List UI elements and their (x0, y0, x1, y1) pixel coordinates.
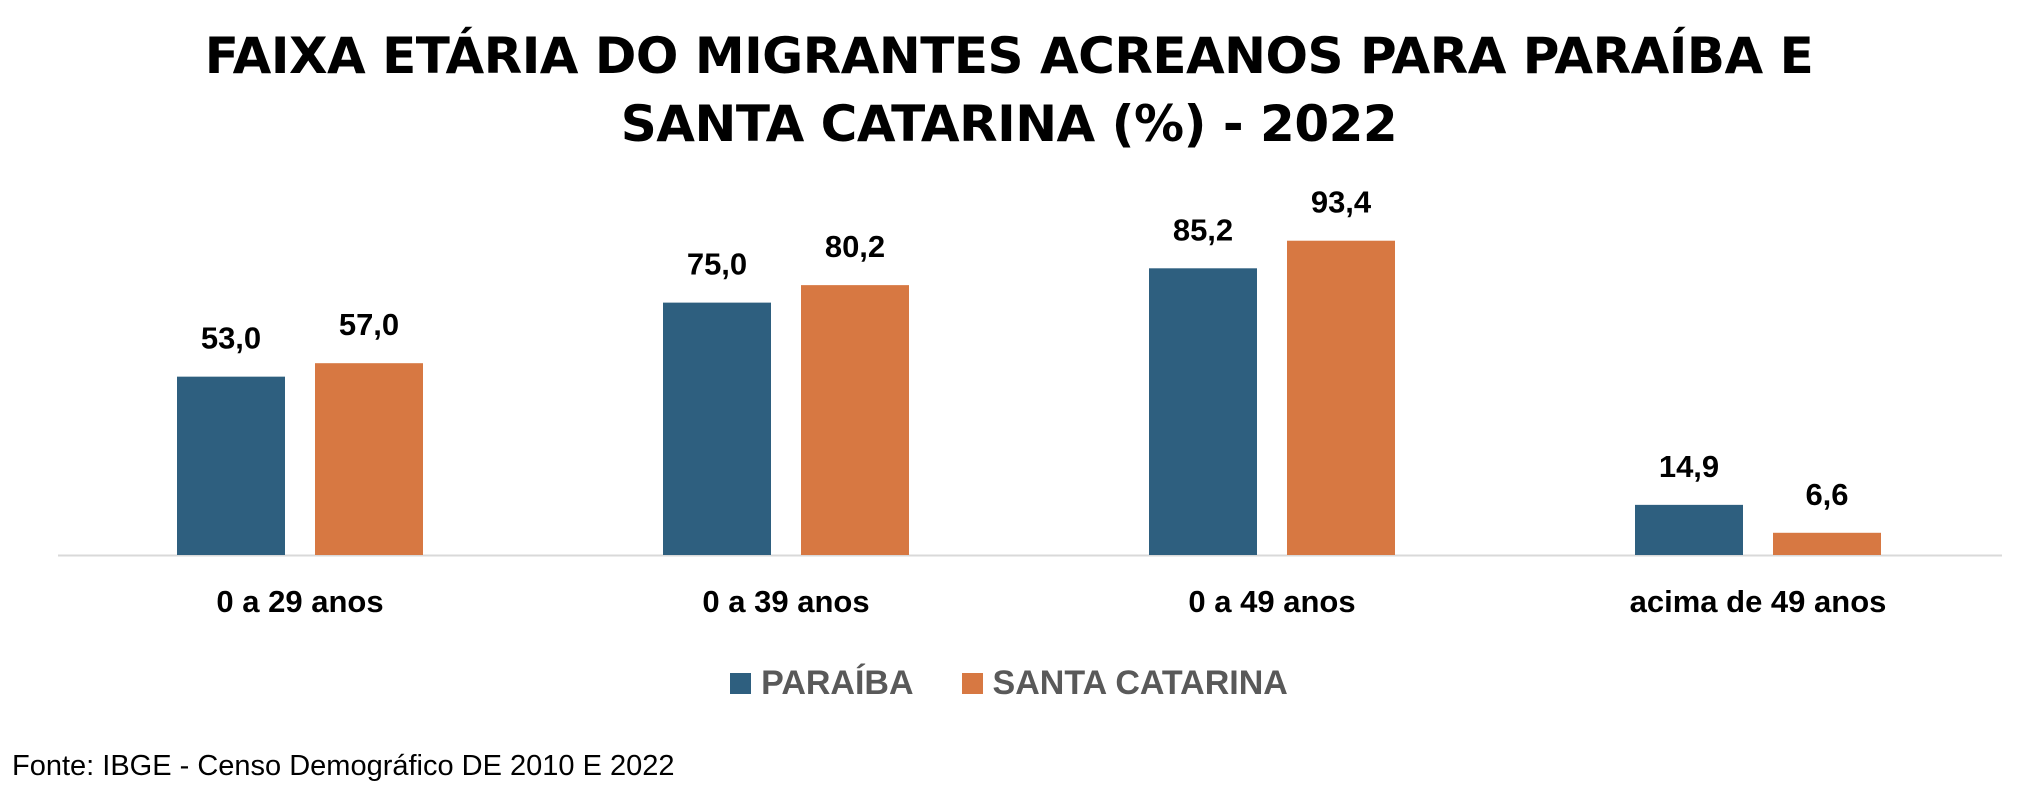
category-label: 0 a 29 anos (216, 584, 383, 619)
legend-swatch-santa-catarina (961, 673, 983, 694)
bar (177, 376, 285, 555)
data-label: 6,6 (1805, 477, 1848, 512)
chart-title-line-2: SANTA CATARINA (%) - 2022 (620, 95, 1398, 153)
chart-legend: PARAÍBA SANTA CATARINA (0, 664, 2018, 703)
bar-chart: 53,0 57,0 0 a 29 anos 75,0 80,2 0 a 39 anos 85… (58, 185, 2002, 619)
data-label: 53,0 (201, 321, 261, 356)
data-label: 14,9 (1659, 449, 1719, 484)
bar (1149, 268, 1257, 555)
data-label: 93,4 (1311, 185, 1372, 220)
source-note: Fonte: IBGE - Censo Demográfico DE 2010 … (12, 750, 675, 782)
legend-item-santa-catarina: SANTA CATARINA (961, 664, 1288, 703)
legend-swatch-paraiba (730, 673, 752, 694)
bar (1635, 504, 1743, 555)
chart-title-line-1: FAIXA ETÁRIA DO MIGRANTES ACREANOS PARA … (204, 27, 1814, 85)
bar (663, 302, 771, 555)
data-label: 85,2 (1173, 212, 1233, 247)
data-label: 57,0 (339, 307, 399, 342)
category-label: acima de 49 anos (1630, 584, 1887, 619)
category-label: 0 a 39 anos (702, 584, 869, 619)
data-label: 80,2 (825, 229, 885, 264)
bar (315, 363, 423, 555)
legend-label-santa-catarina: SANTA CATARINA (992, 664, 1288, 702)
chart-title: FAIXA ETÁRIA DO MIGRANTES ACREANOS PARA … (0, 22, 2018, 158)
legend-item-paraiba: PARAÍBA (730, 664, 914, 703)
data-label: 75,0 (687, 247, 747, 282)
category-label: 0 a 49 anos (1188, 584, 1355, 619)
bar (1287, 240, 1395, 556)
legend-label-paraiba: PARAÍBA (761, 664, 914, 702)
bar (1773, 532, 1881, 555)
bar (801, 285, 909, 555)
